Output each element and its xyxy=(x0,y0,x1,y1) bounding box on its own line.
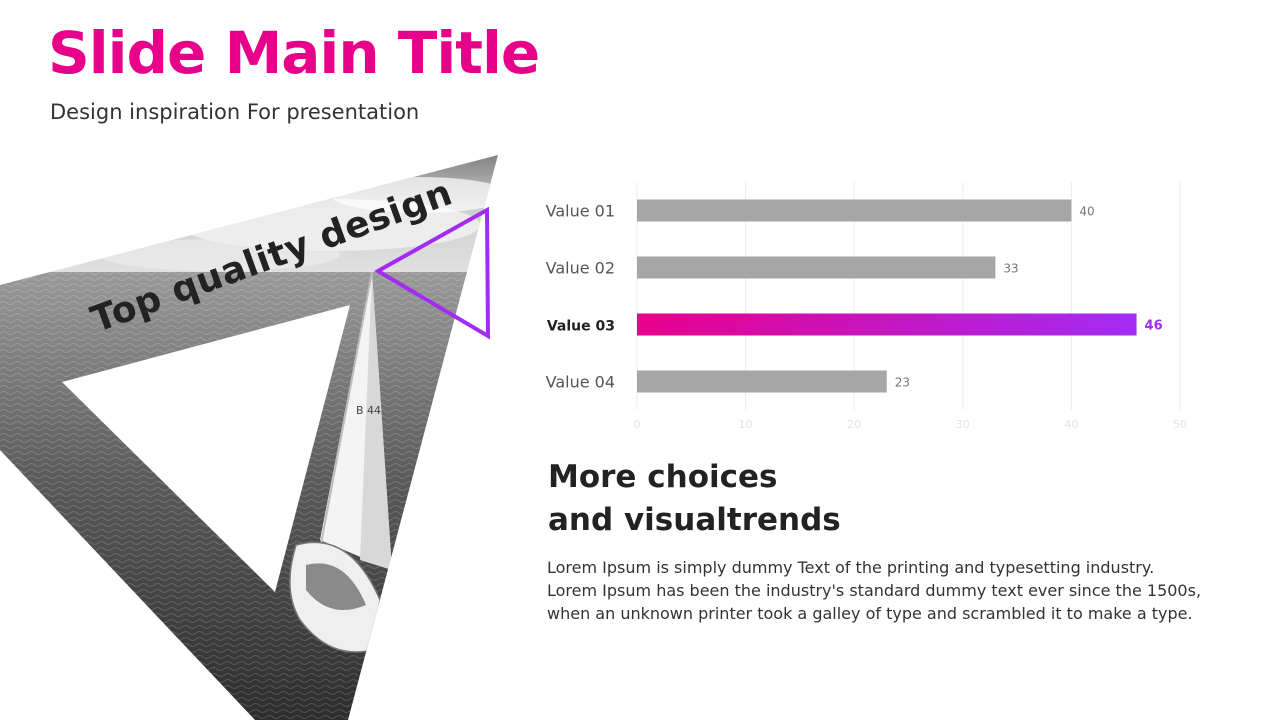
data-label: 33 xyxy=(1003,262,1018,276)
x-tick-label: 30 xyxy=(956,418,970,431)
photo-area: B 44 Top quality design xyxy=(0,0,520,720)
bar xyxy=(637,199,1072,222)
sailboat-photo: B 44 xyxy=(0,155,498,720)
body-line-1: Lorem Ipsum is simply dummy Text of the … xyxy=(547,558,1155,577)
data-label: 23 xyxy=(895,376,910,390)
section-heading: More choices and visualtrends xyxy=(548,456,841,542)
body-line-2: Lorem Ipsum has been the industry's stan… xyxy=(547,581,1202,600)
heading-line-1: More choices xyxy=(548,459,778,495)
x-tick-label: 20 xyxy=(847,418,861,431)
heading-line-2: and visualtrends xyxy=(548,502,841,538)
slide-title: Slide Main Title xyxy=(48,19,540,87)
category-label: Value 02 xyxy=(546,259,615,278)
body-line-3: when an unknown printer took a galley of… xyxy=(547,604,1193,623)
bar xyxy=(637,370,887,393)
data-label: 46 xyxy=(1145,319,1163,334)
x-tick-label: 0 xyxy=(634,418,641,431)
x-tick-label: 10 xyxy=(739,418,753,431)
bar-chart: 0 10 20 30 40 50 Value 01 40 Value 02 33 Value 03 4… xyxy=(520,170,1220,440)
x-tick-label: 40 xyxy=(1064,418,1078,431)
category-label: Value 03 xyxy=(547,319,615,335)
category-label: Value 04 xyxy=(546,373,615,392)
bar-chart-svg: 0 10 20 30 40 50 Value 01 40 Value 02 33 Value 03 4… xyxy=(546,182,1187,431)
body-paragraph: Lorem Ipsum is simply dummy Text of the … xyxy=(547,556,1202,625)
triangle-outline-icon xyxy=(373,206,491,340)
slide-subtitle: Design inspiration For presentation xyxy=(50,100,420,124)
data-label: 40 xyxy=(1079,205,1094,219)
category-label: Value 01 xyxy=(546,202,615,221)
bar xyxy=(637,313,1137,336)
bar xyxy=(637,256,996,279)
x-tick-label: 50 xyxy=(1173,418,1187,431)
svg-text:B 44: B 44 xyxy=(356,404,381,417)
